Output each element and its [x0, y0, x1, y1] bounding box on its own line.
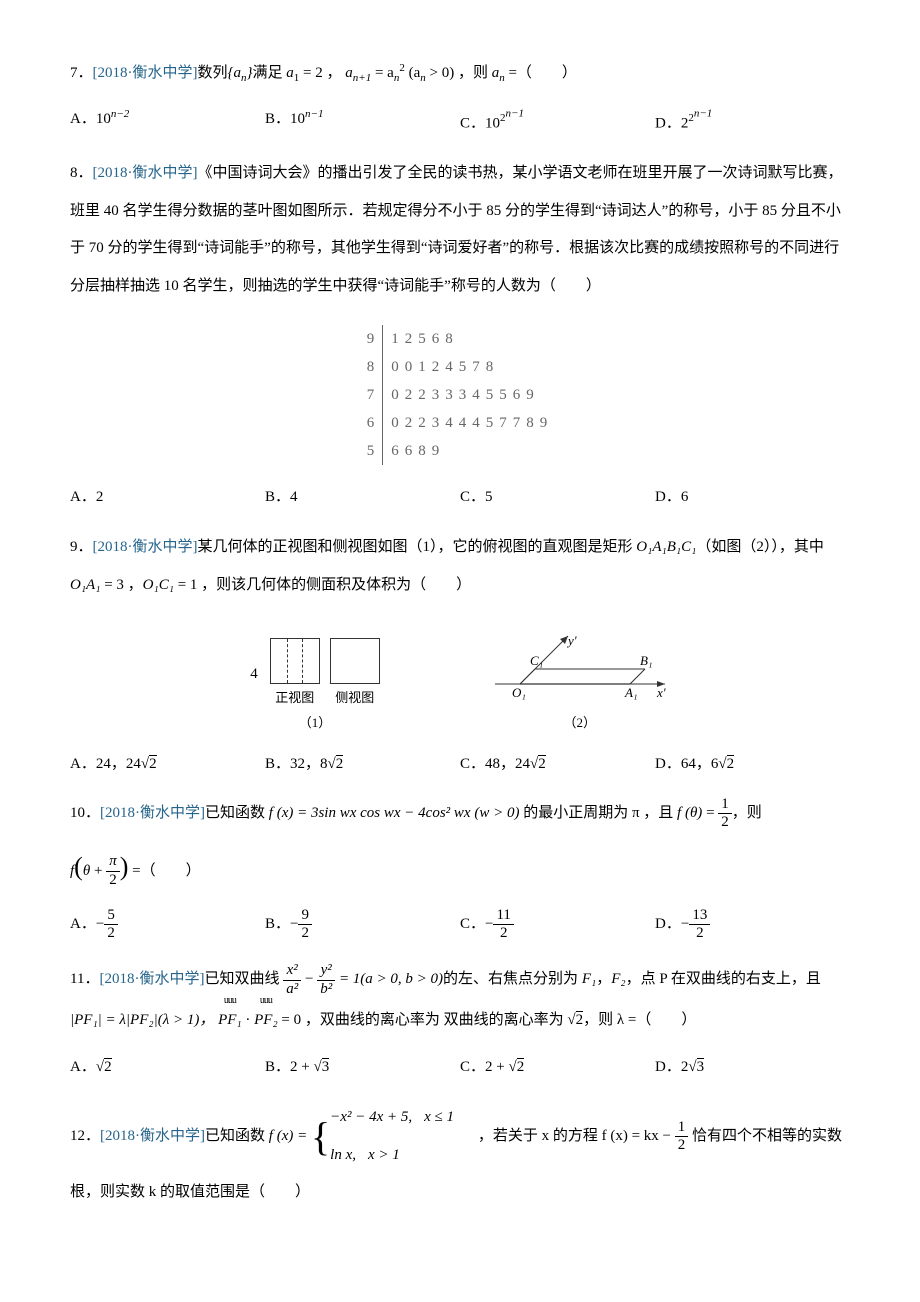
q9-figures: 4 正视图 侧视图 （1）	[70, 629, 850, 734]
q9-option-c: C．48，24√2	[460, 752, 655, 776]
q7-number: 7．	[70, 65, 93, 81]
source-tag: [2018·衡水中学]	[100, 805, 205, 821]
q8-options: A．2 B．4 C．5 D．6	[70, 485, 850, 509]
q9-option-a: A．24，24√2	[70, 752, 265, 776]
question-7: 7．[2018·衡水中学]数列{an}满足 a1 = 2 ， an+1 = an…	[70, 60, 850, 135]
q9-number: 9．	[70, 539, 93, 555]
svg-text:x': x'	[656, 685, 666, 700]
q10-stem-line2: f(θ + π2) =（ ）	[70, 846, 850, 889]
stem-leaf-table: 912568 800124578 702233345569 6022344457…	[359, 325, 562, 465]
figure-2: C₁ B₁ O₁ A₁ y' x' （2）	[490, 629, 670, 734]
piecewise-function: { −x² − 4x + 5,x ≤ 1 ln x,x > 1	[311, 1099, 474, 1174]
q8-option-b: B．4	[265, 485, 460, 509]
q11-stem: 11．[2018·衡水中学]已知双曲线 x²a² − y²b² = 1(a > …	[70, 962, 850, 1037]
figure-1: 4 正视图 侧视图 （1）	[250, 638, 380, 734]
q7-stem: 7．[2018·衡水中学]数列{an}满足 a1 = 2 ， an+1 = an…	[70, 60, 850, 88]
front-view-box	[270, 638, 320, 684]
svg-text:O₁: O₁	[512, 685, 526, 700]
q11-option-c: C．2 + √2	[460, 1055, 655, 1079]
svg-text:C₁: C₁	[530, 653, 543, 668]
source-tag: [2018·衡水中学]	[100, 1128, 205, 1144]
svg-text:A₁: A₁	[624, 685, 637, 700]
q10-number: 10．	[70, 805, 100, 821]
q7-option-a: A．10n−2	[70, 106, 265, 136]
q10-option-c: C．−112	[460, 907, 655, 943]
q8-number: 8．	[70, 165, 93, 181]
source-tag: [2018·衡水中学]	[93, 65, 198, 81]
source-tag: [2018·衡水中学]	[93, 165, 198, 181]
question-9: 9．[2018·衡水中学]某几何体的正视图和侧视图如图（1），它的俯视图的直观图…	[70, 529, 850, 776]
q10-option-b: B．−92	[265, 907, 460, 943]
question-8: 8．[2018·衡水中学]《中国诗词大会》的播出引发了全民的读书热，某小学语文老…	[70, 155, 850, 509]
q12-number: 12．	[70, 1128, 100, 1144]
q10-option-d: D．−132	[655, 907, 850, 943]
oblique-view-svg: C₁ B₁ O₁ A₁ y' x'	[490, 629, 670, 709]
q11-options: A．√2 B．2 + √3 C．2 + √2 D．2√3	[70, 1055, 850, 1079]
figure-1-caption: （1）	[250, 713, 380, 734]
source-tag: [2018·衡水中学]	[93, 539, 198, 555]
q8-option-a: A．2	[70, 485, 265, 509]
figure-2-caption: （2）	[490, 713, 670, 734]
q11-option-b: B．2 + √3	[265, 1055, 460, 1079]
q7-option-c: C．102n−1	[460, 106, 655, 136]
question-12: 12．[2018·衡水中学]已知函数 f (x) = { −x² − 4x + …	[70, 1099, 850, 1212]
q10-options: A．−52 B．−92 C．−112 D．−132	[70, 907, 850, 943]
q8-option-c: C．5	[460, 485, 655, 509]
q7-options: A．10n−2 B．10n−1 C．102n−1 D．22n−1	[70, 106, 850, 136]
q9-options: A．24，24√2 B．32，8√2 C．48，24√2 D．64，6√2	[70, 752, 850, 776]
q10-stem: 10．[2018·衡水中学]已知函数 f (x) = 3sin wx cos w…	[70, 796, 850, 832]
q7-option-d: D．22n−1	[655, 106, 850, 136]
question-10: 10．[2018·衡水中学]已知函数 f (x) = 3sin wx cos w…	[70, 796, 850, 942]
q8-option-d: D．6	[655, 485, 850, 509]
side-view-caption: 侧视图	[330, 688, 380, 709]
q7-option-b: B．10n−1	[265, 106, 460, 136]
q9-stem: 9．[2018·衡水中学]某几何体的正视图和侧视图如图（1），它的俯视图的直观图…	[70, 529, 850, 604]
svg-text:B₁: B₁	[640, 653, 652, 668]
svg-text:y': y'	[566, 633, 577, 648]
q11-number: 11．	[70, 972, 99, 988]
front-view-caption: 正视图	[270, 688, 320, 709]
source-tag: [2018·衡水中学]	[99, 972, 204, 988]
q9-option-b: B．32，8√2	[265, 752, 460, 776]
side-view-box	[330, 638, 380, 684]
q9-option-d: D．64，6√2	[655, 752, 850, 776]
q11-option-a: A．√2	[70, 1055, 265, 1079]
q10-option-a: A．−52	[70, 907, 265, 943]
question-11: 11．[2018·衡水中学]已知双曲线 x²a² − y²b² = 1(a > …	[70, 962, 850, 1079]
height-label: 4	[250, 662, 258, 686]
q12-stem: 12．[2018·衡水中学]已知函数 f (x) = { −x² − 4x + …	[70, 1099, 850, 1212]
stem-leaf-plot: 912568 800124578 702233345569 6022344457…	[70, 325, 850, 465]
q11-option-d: D．2√3	[655, 1055, 850, 1079]
q8-stem: 8．[2018·衡水中学]《中国诗词大会》的播出引发了全民的读书热，某小学语文老…	[70, 155, 850, 305]
